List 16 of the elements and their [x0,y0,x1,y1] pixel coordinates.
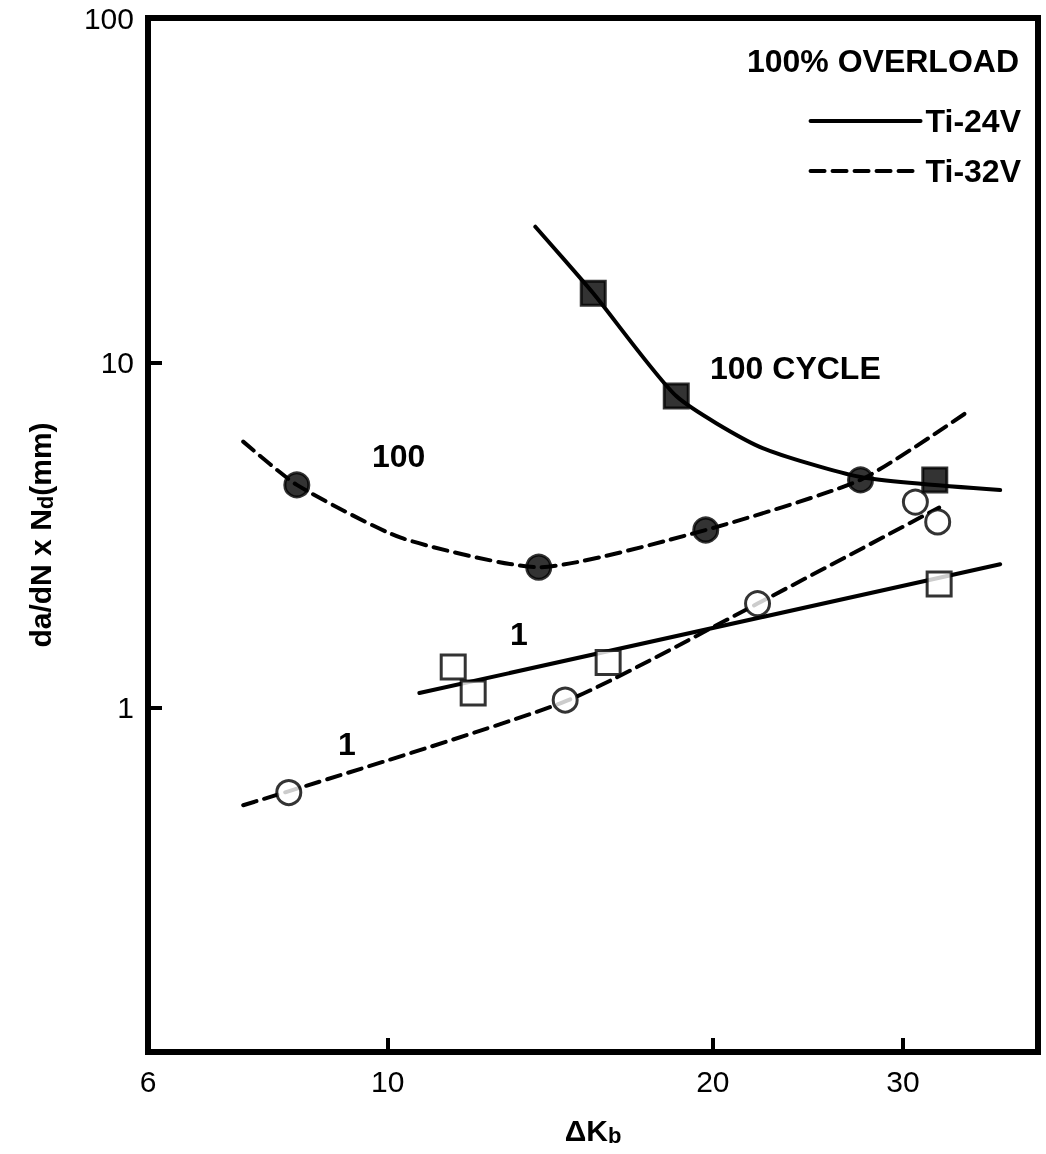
annotation: 100 CYCLE [710,350,881,386]
x-axis-title: ΔKb [564,1113,622,1148]
legend-label: Ti-24V [925,103,1022,139]
annotation: 1 [510,616,528,652]
legend-label: Ti-32V [925,153,1022,189]
x-tick-label: 30 [886,1064,920,1098]
x-tick-label: 6 [139,1064,157,1098]
x-tick-label: 20 [696,1064,730,1098]
x-tick-label: 10 [370,1064,405,1098]
y-tick-label: 100 [83,1,134,35]
y-tick-label: 1 [117,690,134,724]
annotation: 100 [372,438,426,474]
legend-title: 100% OVERLOAD [746,43,1019,79]
y-axis-title: da/dN x Nd(mm) [23,422,58,648]
annotation: 1 [338,726,356,762]
y-tick-label: 10 [100,346,134,380]
